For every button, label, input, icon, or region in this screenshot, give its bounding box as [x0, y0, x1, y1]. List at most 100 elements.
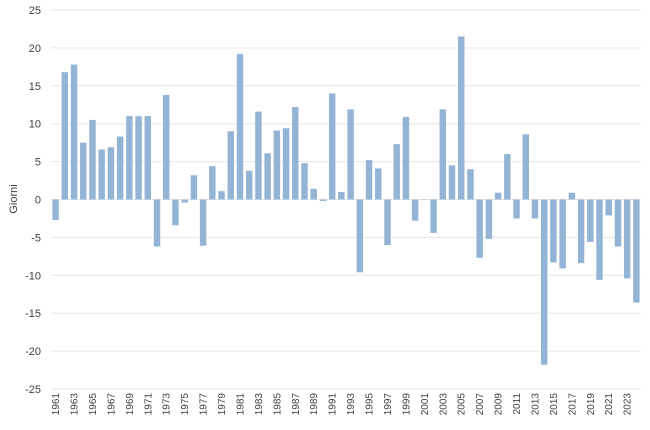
- bar-2017: [568, 192, 576, 200]
- bar-1981: [236, 53, 244, 200]
- bar-2008: [485, 199, 493, 239]
- x-tick-label: 1987: [291, 393, 302, 416]
- x-tick-label: 2001: [420, 393, 431, 416]
- bar-2002: [430, 199, 437, 233]
- x-tick-label: 1985: [272, 393, 283, 416]
- bar-2012: [522, 134, 529, 200]
- x-tick-label: 1997: [383, 393, 394, 416]
- bar-1992: [338, 191, 345, 200]
- x-tick-label: 1979: [217, 393, 228, 416]
- x-tick-label: 2005: [457, 393, 468, 416]
- bar-1983: [255, 111, 262, 200]
- bar-1976: [190, 175, 198, 200]
- bar-1971: [144, 116, 152, 200]
- bar-2009: [494, 192, 502, 200]
- bar-2019: [587, 199, 594, 242]
- bar-1974: [172, 199, 179, 226]
- bar-2021: [605, 199, 612, 216]
- bar-1968: [116, 136, 124, 200]
- bar-2000: [411, 199, 419, 221]
- bar-1961: [52, 199, 59, 220]
- bar-2016: [559, 199, 566, 269]
- bar-1999: [402, 116, 410, 200]
- y-tick-label: -20: [25, 346, 41, 358]
- bar-1988: [301, 163, 308, 200]
- y-tick-label: 5: [35, 157, 41, 169]
- x-tick-label: 1983: [254, 393, 265, 416]
- bar-1979: [218, 191, 225, 200]
- bar-1969: [126, 116, 133, 200]
- bar-2022: [614, 199, 622, 247]
- x-tick-label: 1975: [180, 393, 191, 416]
- bar-1970: [135, 116, 142, 200]
- y-tick-label: 25: [29, 5, 41, 17]
- bar-1977: [199, 199, 207, 246]
- x-tick-label: 1991: [328, 393, 339, 416]
- bar-2020: [596, 199, 603, 280]
- y-tick-label: -15: [25, 308, 41, 320]
- y-tick-label: 10: [29, 119, 41, 131]
- x-tick-label: 1969: [125, 393, 136, 416]
- x-tick-label: 2013: [530, 393, 541, 416]
- x-tick-label: 2009: [494, 393, 505, 416]
- x-tick-label: 1967: [106, 393, 117, 416]
- bar-1998: [393, 144, 400, 200]
- bar-1973: [163, 94, 170, 200]
- bar-2006: [467, 169, 474, 200]
- x-tick-label: 1971: [143, 393, 154, 416]
- bar-1991: [328, 93, 336, 200]
- x-tick-label: 1973: [162, 393, 173, 416]
- bar-1966: [98, 149, 105, 200]
- y-axis-ticks: 25 20 15 10 5 0 -5 -10 -15 -20 -25: [25, 5, 41, 396]
- bar-1993: [347, 109, 354, 200]
- y-tick-label: 15: [29, 81, 41, 93]
- bar-1990: [319, 199, 327, 202]
- x-tick-label: 2019: [586, 393, 597, 416]
- bar-2007: [476, 199, 483, 258]
- x-tick-label: 1965: [88, 393, 99, 416]
- y-tick-label: 0: [35, 195, 41, 207]
- bar-1985: [273, 130, 281, 200]
- x-tick-label: 1961: [51, 393, 62, 416]
- bar-1963: [70, 64, 78, 200]
- bar-2011: [513, 199, 520, 219]
- bar-1986: [282, 128, 290, 200]
- bar-1962: [61, 72, 69, 200]
- x-tick-label: 1995: [365, 393, 376, 416]
- x-tick-label: 1963: [70, 393, 81, 416]
- bars: [52, 36, 640, 365]
- bar-2010: [504, 154, 511, 200]
- bar-1982: [245, 170, 253, 200]
- bar-1997: [384, 199, 391, 245]
- bar-1967: [107, 147, 115, 200]
- bar-1975: [181, 199, 188, 203]
- bar-2003: [439, 109, 447, 200]
- y-tick-label: 20: [29, 43, 41, 55]
- x-tick-label: 2015: [549, 393, 560, 416]
- bar-2013: [531, 199, 539, 219]
- bar-1978: [209, 166, 216, 200]
- x-tick-label: 2017: [567, 393, 578, 416]
- y-tick-label: -25: [25, 384, 41, 396]
- bar-2018: [577, 199, 585, 264]
- bar-2015: [550, 199, 557, 263]
- bar-1980: [227, 131, 234, 200]
- bar-1994: [356, 199, 364, 273]
- bar-2001: [421, 199, 428, 201]
- y-tick-label: -5: [31, 232, 41, 244]
- x-tick-label: 1989: [309, 393, 320, 416]
- bar-1965: [89, 119, 96, 200]
- bar-1989: [310, 188, 317, 200]
- x-tick-label: 2023: [623, 393, 634, 416]
- y-axis-label: Giorni: [8, 184, 20, 213]
- x-tick-label: 2011: [512, 393, 523, 415]
- y-tick-label: -10: [25, 270, 41, 282]
- x-tick-label: 2021: [604, 393, 615, 416]
- bar-2024: [633, 199, 640, 303]
- bar-2004: [448, 165, 456, 200]
- x-tick-label: 2003: [438, 393, 449, 416]
- x-axis-ticks: 1961 1963 1965 1967 1969 1971 1973 1975 1977 1979…: [51, 393, 634, 416]
- bar-2023: [623, 199, 631, 279]
